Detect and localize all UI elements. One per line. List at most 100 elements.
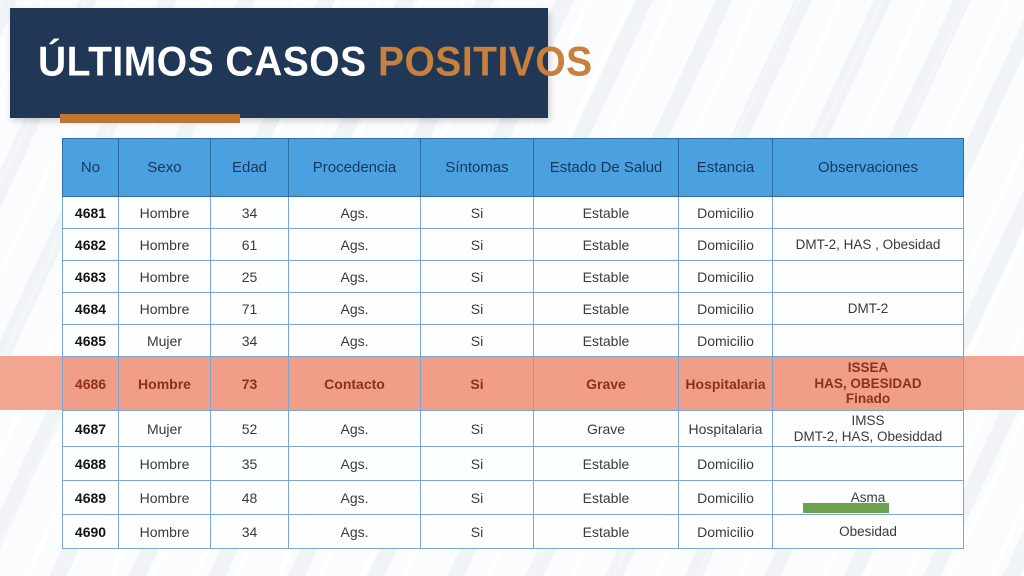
cell-edad: 34 xyxy=(210,196,289,229)
cell-no: 4687 xyxy=(62,410,119,447)
cell-edad: 34 xyxy=(210,324,289,357)
cell-observaciones xyxy=(772,260,964,293)
cell-edad: 61 xyxy=(210,228,289,261)
cell-estancia: Domicilio xyxy=(678,324,773,357)
title-main: ÚLTIMOS CASOS xyxy=(38,39,378,86)
cell-estancia: Domicilio xyxy=(678,446,773,481)
cell-observaciones: DMT-2, HAS , Obesidad xyxy=(772,228,964,261)
cell-sexo: Hombre xyxy=(118,480,211,515)
cell-no: 4686 xyxy=(62,356,119,411)
observacion-line: Asma xyxy=(850,489,886,505)
table-row: 4682 Hombre 61 Ags. Si Estable Domicilio DMT-2,… xyxy=(62,228,964,261)
cell-estado: Grave xyxy=(533,410,679,447)
cell-no: 4690 xyxy=(62,514,119,549)
highlight-band-right xyxy=(963,356,1024,410)
cell-no: 4682 xyxy=(62,228,119,261)
cell-sintomas: Si xyxy=(420,324,534,357)
cell-observaciones: DMT-2 xyxy=(772,292,964,325)
cell-procedencia: Ags. xyxy=(288,446,421,481)
cell-sintomas: Si xyxy=(420,260,534,293)
cell-sexo: Mujer xyxy=(118,410,211,447)
table-header-row: No Sexo Edad Procedencia Síntomas Estado De S… xyxy=(62,138,964,197)
cell-edad: 34 xyxy=(210,514,289,549)
cell-estancia: Hospitalaria xyxy=(678,410,773,447)
cell-estancia: Domicilio xyxy=(678,480,773,515)
cell-no: 4683 xyxy=(62,260,119,293)
observacion-line: Obesidad xyxy=(839,523,897,539)
title-accent: POSITIVOS xyxy=(377,39,593,86)
cell-estado: Estable xyxy=(533,260,679,293)
table-row: 4687 Mujer 52 Ags. Si Grave Hospitalaria IMSS DM… xyxy=(62,410,964,447)
cell-no: 4685 xyxy=(62,324,119,357)
column-header-1: Sexo xyxy=(118,138,211,197)
cell-sexo: Hombre xyxy=(118,514,211,549)
cell-observaciones xyxy=(772,446,964,481)
cell-procedencia: Ags. xyxy=(288,260,421,293)
cell-sintomas: Si xyxy=(420,228,534,261)
observacion-line: ISSEA xyxy=(847,360,889,376)
cell-procedencia: Ags. xyxy=(288,196,421,229)
cell-observaciones: Obesidad xyxy=(772,514,964,549)
cell-sexo: Hombre xyxy=(118,260,211,293)
column-header-0: No xyxy=(62,138,119,197)
cell-procedencia: Ags. xyxy=(288,514,421,549)
cell-estancia: Domicilio xyxy=(678,228,773,261)
table-row: 4685 Mujer 34 Ags. Si Estable Domicilio xyxy=(62,324,964,357)
cell-sexo: Hombre xyxy=(118,446,211,481)
cell-no: 4689 xyxy=(62,480,119,515)
cell-sintomas: Si xyxy=(420,356,534,411)
cell-estado: Estable xyxy=(533,228,679,261)
cell-observaciones: Asma xyxy=(772,480,964,515)
cell-edad: 73 xyxy=(210,356,289,411)
cell-sexo: Hombre xyxy=(118,292,211,325)
observacion-line: DMT-2, HAS, Obesiddad xyxy=(793,428,943,444)
table-row: 4684 Hombre 71 Ags. Si Estable Domicilio DMT-2 xyxy=(62,292,964,325)
cell-edad: 35 xyxy=(210,446,289,481)
page-title: ÚLTIMOS CASOS POSITIVOS xyxy=(10,40,593,87)
table-header: No Sexo Edad Procedencia Síntomas Estado De S… xyxy=(62,138,964,197)
cell-procedencia: Ags. xyxy=(288,480,421,515)
cell-procedencia: Ags. xyxy=(288,292,421,325)
column-header-2: Edad xyxy=(210,138,289,197)
cell-edad: 71 xyxy=(210,292,289,325)
cell-procedencia: Ags. xyxy=(288,228,421,261)
cell-estado: Grave xyxy=(533,356,679,411)
cell-no: 4684 xyxy=(62,292,119,325)
cell-estado: Estable xyxy=(533,196,679,229)
cell-estado: Estable xyxy=(533,292,679,325)
cell-edad: 52 xyxy=(210,410,289,447)
cell-edad: 48 xyxy=(210,480,289,515)
table-row: 4686 Hombre 73 Contacto Si Grave Hospitalaria I… xyxy=(62,356,964,411)
table-row: 4688 Hombre 35 Ags. Si Estable Domicilio xyxy=(62,446,964,481)
table-row: 4689 Hombre 48 Ags. Si Estable Domicilio Asma xyxy=(62,480,964,515)
column-header-7: Observaciones xyxy=(772,138,964,197)
cases-table: No Sexo Edad Procedencia Síntomas Estado De S… xyxy=(62,138,964,549)
observacion-line: Finado xyxy=(845,391,891,407)
cell-sexo: Hombre xyxy=(118,228,211,261)
cell-estado: Estable xyxy=(533,324,679,357)
title-banner: ÚLTIMOS CASOS POSITIVOS xyxy=(10,8,592,118)
observacion-line: DMT-2 xyxy=(847,300,889,316)
cell-sintomas: Si xyxy=(420,292,534,325)
observacion-line: HAS, OBESIDAD xyxy=(814,375,922,391)
cell-estancia: Domicilio xyxy=(678,292,773,325)
table-row: 4683 Hombre 25 Ags. Si Estable Domicilio xyxy=(62,260,964,293)
cell-estado: Estable xyxy=(533,480,679,515)
cell-sexo: Hombre xyxy=(118,196,211,229)
cell-procedencia: Contacto xyxy=(288,356,421,411)
highlight-band-left xyxy=(0,356,62,410)
cell-sintomas: Si xyxy=(420,514,534,549)
cell-no: 4681 xyxy=(62,196,119,229)
cell-sintomas: Si xyxy=(420,410,534,447)
cell-edad: 25 xyxy=(210,260,289,293)
cell-sintomas: Si xyxy=(420,480,534,515)
cell-sintomas: Si xyxy=(420,196,534,229)
cell-observaciones: ISSEA HAS, OBESIDAD Finado xyxy=(772,356,964,411)
column-header-3: Procedencia xyxy=(288,138,421,197)
observacion-line: IMSS xyxy=(851,412,885,428)
table-row: 4681 Hombre 34 Ags. Si Estable Domicilio xyxy=(62,196,964,229)
cell-procedencia: Ags. xyxy=(288,410,421,447)
cell-estancia: Domicilio xyxy=(678,260,773,293)
observacion-line: DMT-2, HAS , Obesidad xyxy=(795,236,941,252)
